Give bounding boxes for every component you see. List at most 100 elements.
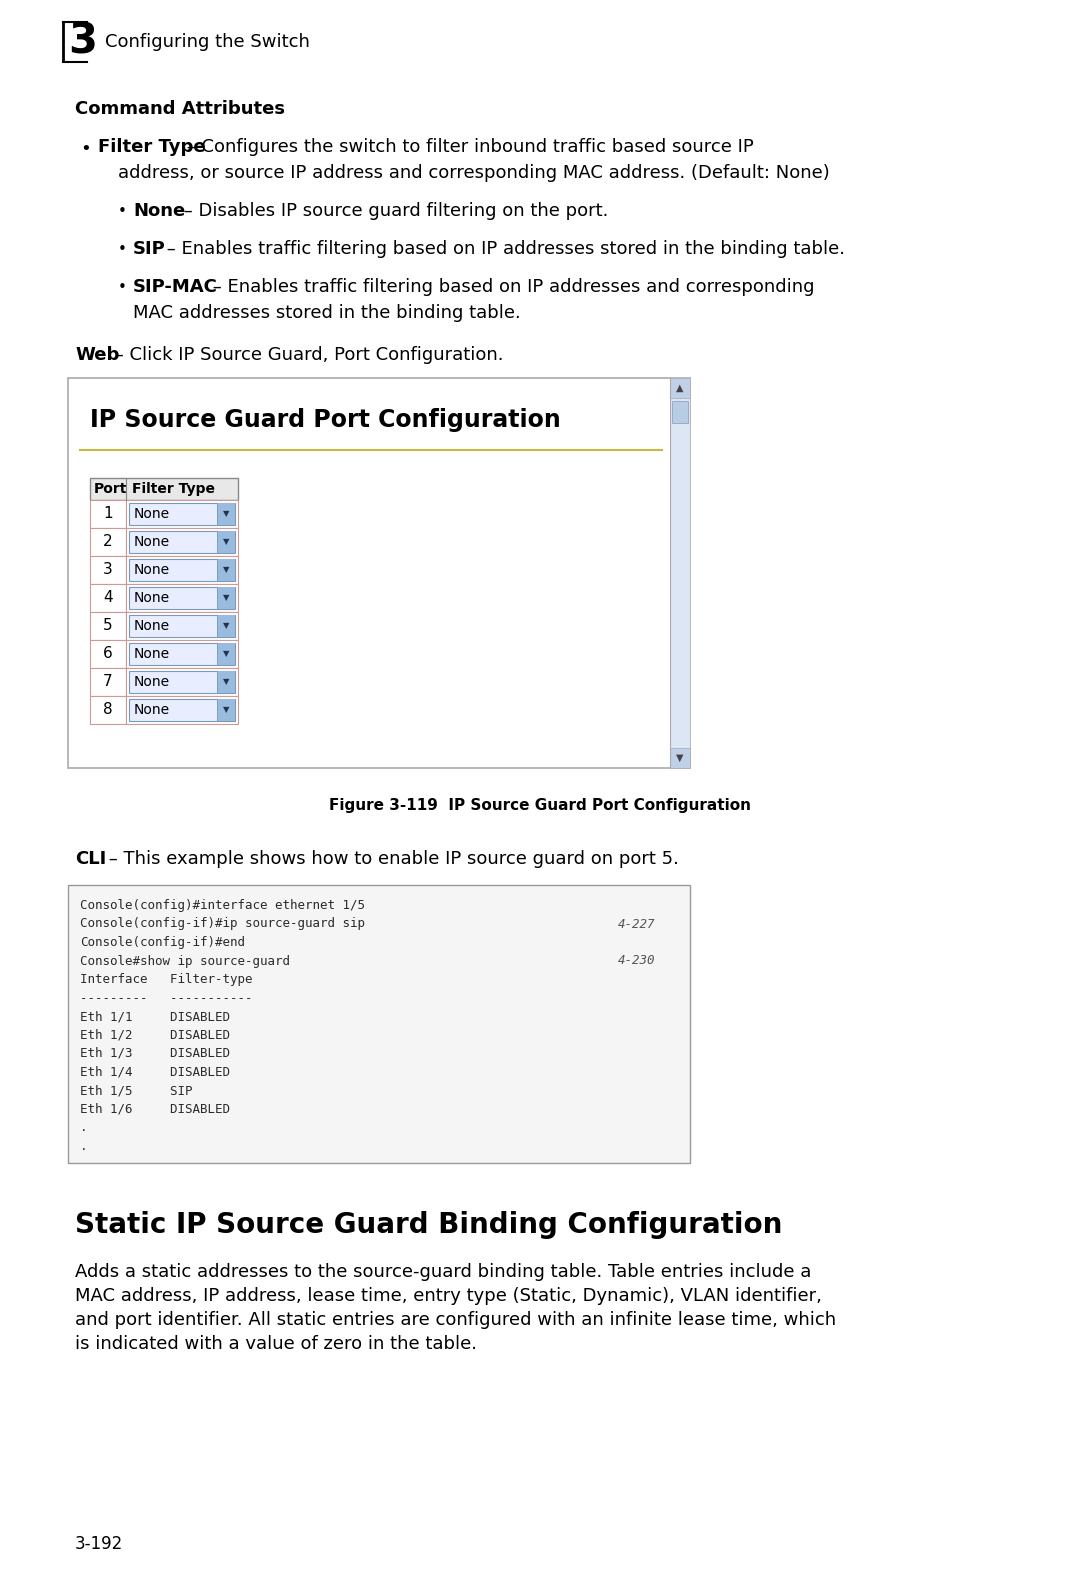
Text: address, or source IP address and corresponding MAC address. (Default: None): address, or source IP address and corres… — [118, 163, 829, 182]
Text: Filter Type: Filter Type — [132, 482, 215, 496]
Text: Static IP Source Guard Binding Configuration: Static IP Source Guard Binding Configura… — [75, 1210, 782, 1239]
Text: None: None — [133, 203, 186, 220]
Bar — [670, 378, 690, 399]
Bar — [126, 556, 238, 584]
Text: ▼: ▼ — [222, 510, 229, 518]
Text: Eth 1/6     DISABLED: Eth 1/6 DISABLED — [80, 1102, 230, 1116]
Bar — [217, 502, 235, 524]
Text: IP Source Guard Port Configuration: IP Source Guard Port Configuration — [90, 408, 561, 432]
Text: ▼: ▼ — [222, 650, 229, 658]
Text: Eth 1/1     DISABLED: Eth 1/1 DISABLED — [80, 1010, 230, 1024]
Bar — [90, 696, 126, 724]
Bar — [129, 587, 235, 609]
Text: Console(config)#interface ethernet 1/5: Console(config)#interface ethernet 1/5 — [80, 900, 365, 912]
Bar — [126, 612, 238, 641]
Text: ▼: ▼ — [676, 754, 684, 763]
Text: Port: Port — [94, 482, 127, 496]
Text: ▼: ▼ — [222, 565, 229, 575]
Text: None: None — [134, 675, 171, 689]
Text: .: . — [80, 1140, 87, 1152]
Text: None: None — [134, 590, 171, 604]
Text: Console(config-if)#end: Console(config-if)#end — [80, 936, 245, 948]
Bar — [126, 696, 238, 724]
Bar — [68, 885, 690, 1163]
Text: – Enables traffic filtering based on IP addresses stored in the binding table.: – Enables traffic filtering based on IP … — [161, 240, 845, 257]
Text: 4-230: 4-230 — [618, 955, 656, 967]
Text: •: • — [118, 242, 126, 257]
Text: SIP: SIP — [133, 240, 165, 257]
Text: Filter Type: Filter Type — [98, 138, 205, 155]
Bar — [90, 477, 238, 499]
Text: Eth 1/4     DISABLED: Eth 1/4 DISABLED — [80, 1066, 230, 1079]
Text: ▼: ▼ — [222, 593, 229, 603]
Text: ---------   -----------: --------- ----------- — [80, 992, 253, 1005]
Text: 2: 2 — [104, 534, 112, 550]
Text: – Enables traffic filtering based on IP addresses and corresponding: – Enables traffic filtering based on IP … — [207, 278, 814, 297]
Text: None: None — [134, 564, 171, 578]
Text: 4: 4 — [104, 590, 112, 606]
Bar — [126, 528, 238, 556]
Bar — [129, 644, 235, 666]
Text: SIP-MAC: SIP-MAC — [133, 278, 218, 297]
Text: 8: 8 — [104, 702, 112, 717]
Text: MAC address, IP address, lease time, entry type (Static, Dynamic), VLAN identifi: MAC address, IP address, lease time, ent… — [75, 1287, 822, 1305]
Bar — [672, 400, 688, 422]
Bar — [217, 670, 235, 692]
Bar — [129, 559, 235, 581]
Text: Console#show ip source-guard: Console#show ip source-guard — [80, 955, 291, 967]
Text: ▼: ▼ — [222, 705, 229, 714]
Text: Eth 1/3     DISABLED: Eth 1/3 DISABLED — [80, 1047, 230, 1060]
Bar — [670, 747, 690, 768]
Text: Eth 1/2     DISABLED: Eth 1/2 DISABLED — [80, 1028, 230, 1041]
Text: Adds a static addresses to the source-guard binding table. Table entries include: Adds a static addresses to the source-gu… — [75, 1262, 811, 1281]
Text: MAC addresses stored in the binding table.: MAC addresses stored in the binding tabl… — [133, 305, 521, 322]
Text: 6: 6 — [103, 647, 113, 661]
Bar — [217, 699, 235, 721]
Bar — [90, 556, 126, 584]
Text: Command Attributes: Command Attributes — [75, 100, 285, 118]
Text: Configuring the Switch: Configuring the Switch — [105, 33, 310, 50]
Bar — [90, 641, 126, 667]
Text: 3-192: 3-192 — [75, 1535, 123, 1553]
Bar — [129, 670, 235, 692]
Bar — [126, 641, 238, 667]
Bar — [217, 644, 235, 666]
Text: Interface   Filter-type: Interface Filter-type — [80, 973, 253, 986]
Bar — [90, 612, 126, 641]
Bar — [90, 528, 126, 556]
Bar — [129, 615, 235, 637]
Bar — [68, 378, 690, 768]
Bar — [129, 699, 235, 721]
Text: CLI: CLI — [75, 849, 106, 868]
Text: 7: 7 — [104, 675, 112, 689]
Text: None: None — [134, 535, 171, 549]
Text: None: None — [134, 507, 171, 521]
Bar — [126, 584, 238, 612]
Text: •: • — [118, 204, 126, 218]
Text: ▼: ▼ — [222, 622, 229, 631]
Text: None: None — [134, 647, 171, 661]
Text: •: • — [118, 279, 126, 295]
Bar — [90, 584, 126, 612]
Bar — [126, 667, 238, 696]
Text: ▼: ▼ — [222, 537, 229, 546]
Bar — [126, 499, 238, 528]
Bar — [90, 667, 126, 696]
Text: – This example shows how to enable IP source guard on port 5.: – This example shows how to enable IP so… — [103, 849, 679, 868]
Bar — [129, 502, 235, 524]
Text: ▼: ▼ — [222, 678, 229, 686]
Text: – Click IP Source Guard, Port Configuration.: – Click IP Source Guard, Port Configurat… — [109, 345, 503, 364]
Text: Web: Web — [75, 345, 120, 364]
Text: None: None — [134, 703, 171, 717]
Text: •: • — [80, 140, 91, 159]
Bar — [129, 531, 235, 553]
Text: – Configures the switch to filter inbound traffic based source IP: – Configures the switch to filter inboun… — [181, 138, 754, 155]
Text: 1: 1 — [104, 507, 112, 521]
Bar — [90, 499, 126, 528]
Text: is indicated with a value of zero in the table.: is indicated with a value of zero in the… — [75, 1334, 477, 1353]
Bar — [217, 615, 235, 637]
Text: .: . — [80, 1121, 87, 1134]
Bar — [217, 587, 235, 609]
Bar — [217, 559, 235, 581]
Text: ▲: ▲ — [676, 383, 684, 392]
